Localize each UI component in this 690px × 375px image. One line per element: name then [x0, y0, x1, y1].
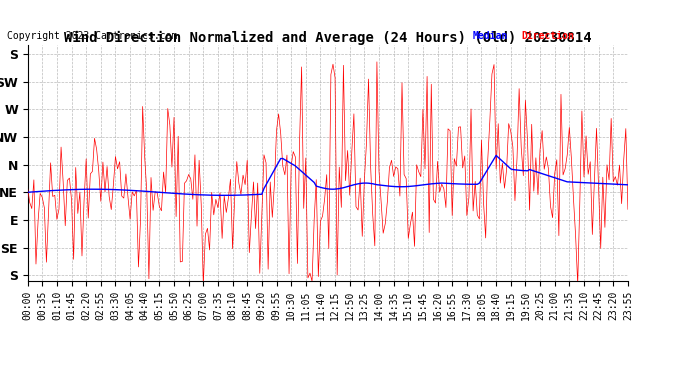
- Text: Median: Median: [473, 32, 508, 41]
- Text: Copyright 2023 Cartronics.com: Copyright 2023 Cartronics.com: [7, 32, 177, 41]
- Text: Direction: Direction: [521, 32, 574, 41]
- Title: Wind Direction Normalized and Average (24 Hours) (Old) 20230814: Wind Direction Normalized and Average (2…: [64, 31, 591, 45]
